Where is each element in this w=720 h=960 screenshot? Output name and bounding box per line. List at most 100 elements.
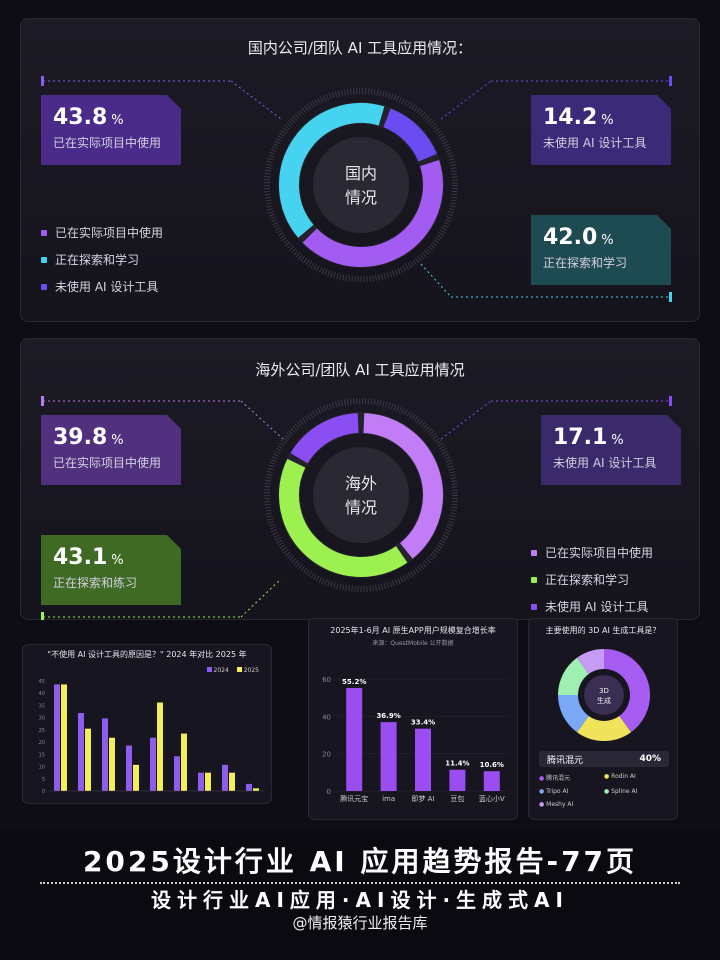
donut-slice [363,413,443,559]
bar-2024 [54,684,60,791]
bar-2025 [157,702,163,791]
legend-item: 2024 [206,667,229,674]
legend-swatch [531,576,537,583]
legend-label: 未使用 AI 设计工具 [545,600,649,614]
donut-center-label: 国内 [345,164,377,183]
app-bar [380,722,397,791]
bar-2024 [102,718,108,791]
legend-swatch [531,603,537,610]
overseas-card-exploring: 43.1% 正在探索和练习 [41,535,181,605]
y-tick-label: 20 [39,740,45,746]
mini-3d-highlight: 腾讯混元 40% [539,751,669,767]
mini-3d-chart: 主要使用的 3D AI 生成工具是？ 3D 生成 腾讯混元 40% ● 腾讯混元 … [528,618,678,820]
y-tick-label: 35 [39,703,45,709]
y-tick-label: 0 [327,788,331,796]
donut-tick-ring [264,88,458,282]
bar-2025 [109,737,115,791]
legend-item: ● Spline AI [604,788,669,795]
y-tick-label: 15 [39,752,45,758]
bar-2025 [85,728,91,791]
highlight-value: 40% [639,754,661,764]
legend-label: 腾讯混元 [546,775,571,782]
legend-swatch [41,256,47,263]
legend-swatch: ● [539,788,545,795]
y-tick-label: 60 [322,676,331,684]
mini-reasons-chart: "不使用 AI 设计工具的原因是？" 2024 年对比 2025 年 2024 … [22,644,272,804]
banner-author: @情报猿行业报告库 [292,914,428,932]
domestic-title: 国内公司/团队 AI 工具应用情况： [247,39,473,57]
donut-center [313,137,409,233]
donut-center-label: 情况 [345,188,377,207]
bar-2024 [198,772,204,791]
legend-label: 2025 [243,667,259,674]
donut-slice [279,103,385,238]
donut-center-label: 情况 [345,498,377,517]
legend-swatch [41,229,47,236]
y-tick-label: 40 [322,713,331,721]
legend-label: 2024 [213,667,229,674]
bar-2024 [246,783,252,791]
donut-center-label: 生成 [597,696,611,705]
bar-2025 [181,733,187,791]
app-bar [415,728,431,791]
overseas-panel: 海外公司/团队 AI 工具应用情况 39.8% 已在实际项目中使用 17.1% … [20,338,700,620]
donut-center-label: 海外 [345,474,377,493]
app-bar [483,771,500,791]
legend-swatch [236,667,242,672]
domestic-card-exploring: 42.0% 正在探索和学习 [531,215,671,285]
card-unit: % [111,433,124,448]
card-unit: % [601,113,614,128]
bar-2025 [61,684,67,791]
domestic-card-using: 43.8% 已在实际项目中使用 [41,95,181,165]
card-label: 未使用 AI 设计工具 [553,456,657,470]
legend-item: ● Rodin AI [604,773,669,782]
x-tick-label: 蓝心小V [479,794,505,803]
card-bg [41,415,181,485]
banner-title: 2025设计行业 AI 应用趋势报告-77页 [82,845,638,878]
bar-value-label: 11.4% [445,760,469,768]
legend-label: 已在实际项目中使用 [545,546,654,560]
card-value: 39.8 [53,425,108,450]
card-unit: % [601,233,614,248]
y-tick-label: 10 [39,765,45,771]
legend-item: 已在实际项目中使用 [41,219,163,246]
mini-reasons-title: "不使用 AI 设计工具的原因是？" 2024 年对比 2025 年 [47,650,247,659]
mini-3d-legend: ● 腾讯混元 ● Rodin AI ● Tripo AI ● Spline AI… [539,773,669,808]
app-bar [449,769,466,791]
bar-2024 [150,737,156,791]
bar-2024 [174,756,180,791]
card-label: 已在实际项目中使用 [53,136,162,150]
card-value: 14.2 [543,105,598,130]
domestic-legend: 已在实际项目中使用 正在探索和学习 未使用 AI 设计工具 [41,219,163,300]
legend-label: Tripo AI [546,788,569,795]
x-tick-label: ima [382,795,395,803]
mini-app-chart: 2025年1-6月 AI 原生APP用户规模复合增长率 来源：QuestMobi… [308,618,518,820]
card-bg [531,95,671,165]
card-label: 已在实际项目中使用 [53,456,162,470]
bar-2025 [205,772,211,791]
bar-2025 [133,764,139,791]
domestic-connectors [41,76,672,302]
bar-2024 [222,764,228,791]
donut-slice [558,657,590,696]
card-value: 42.0 [543,225,598,250]
bar-2024 [78,713,84,791]
bar-2025 [253,788,259,791]
domestic-panel: 国内公司/团队 AI 工具应用情况： 43.8% 已在实际项目中使用 14.2%… [20,18,700,322]
mini-app-plot: 0 20 40 60 55.2% 腾讯元宝 36.9% ima 33.4% 即梦 AI 11.4% 豆… [322,676,509,803]
card-bg [541,415,681,485]
mini-app-source: 来源：QuestMobile 公开数据 [372,640,454,647]
bar-value-label: 36.9% [376,712,400,720]
overseas-legend: 已在实际项目中使用 正在探索和学习 未使用 AI 设计工具 [531,539,653,620]
card-bg [531,215,671,285]
y-tick-label: 25 [39,728,45,734]
legend-label: Rodin AI [611,773,636,780]
legend-label: 未使用 AI 设计工具 [55,280,159,294]
donut-slice [290,413,359,464]
donut-center [584,675,624,715]
banner-divider [40,882,680,884]
bar-value-label: 55.2% [342,678,366,686]
legend-item: 未使用 AI 设计工具 [531,593,653,620]
